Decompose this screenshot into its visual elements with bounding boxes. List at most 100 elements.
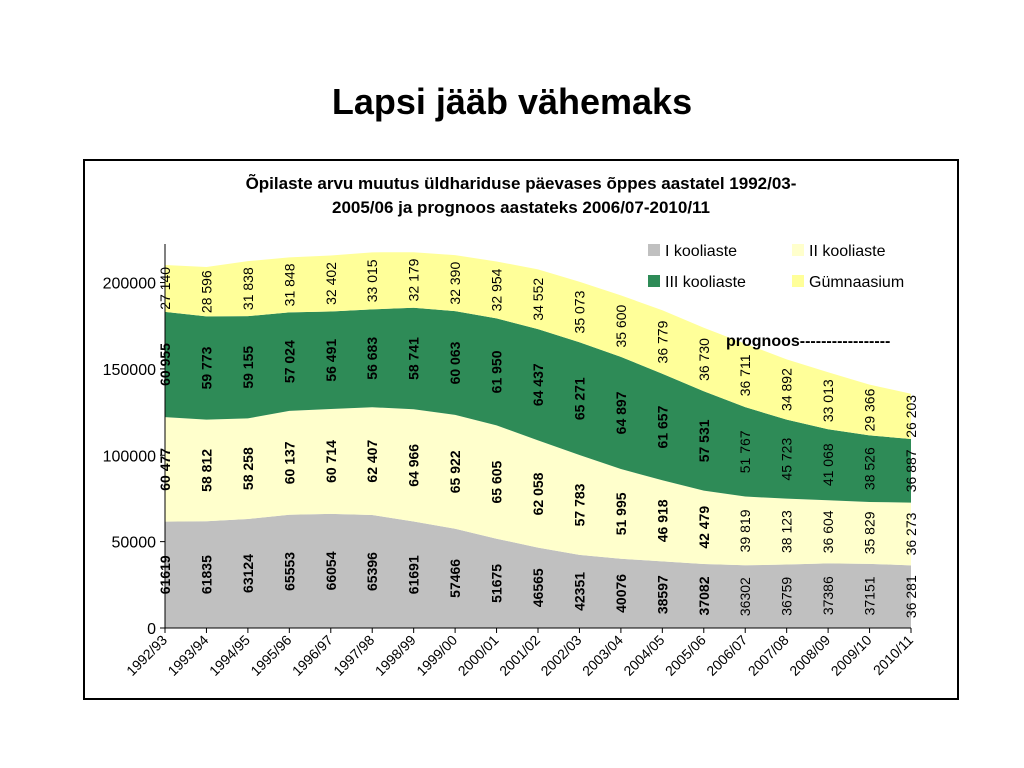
x-tick-label: 2004/05 (620, 632, 667, 679)
x-tick-label: 1993/94 (164, 632, 211, 679)
data-label: 33 015 (364, 259, 380, 302)
data-label: 65396 (364, 552, 380, 591)
data-label: 32 179 (406, 258, 422, 301)
legend-swatch (648, 244, 660, 256)
chart-title-line-1: Õpilaste arvu muutus üldhariduse päevase… (245, 174, 797, 193)
data-label: 51675 (489, 564, 505, 603)
y-tick-label: 200000 (103, 276, 156, 293)
data-label: 60 063 (447, 341, 463, 384)
data-label: 38 123 (779, 510, 795, 553)
legend-label: I kooliaste (665, 243, 737, 260)
data-label: 51 995 (613, 492, 629, 535)
data-label: 58 812 (198, 449, 214, 492)
data-label: 57 783 (571, 483, 587, 526)
chart-title-line-2: 2005/06 ja prognoos aastateks 2006/07-20… (331, 198, 711, 217)
series-areas (165, 252, 911, 628)
data-label: 37386 (820, 576, 836, 615)
data-label: 61619 (157, 555, 173, 594)
legend-swatch (792, 244, 804, 256)
legend: I kooliaste II kooliaste III kooliaste Gümn… (648, 243, 904, 291)
data-label: 59 155 (240, 346, 256, 389)
data-label: 38 526 (862, 447, 878, 490)
legend-swatch (792, 275, 804, 287)
y-tick-label: 150000 (103, 362, 156, 379)
data-label: 29 366 (862, 388, 878, 431)
data-label: 60 477 (157, 448, 173, 491)
legend-label: III kooliaste (665, 274, 746, 291)
data-label: 60 137 (281, 441, 297, 484)
data-label: 51 767 (737, 430, 753, 473)
data-label: 62 058 (530, 472, 546, 515)
legend-label: II kooliaste (809, 243, 886, 260)
stacked-area-chart: 0500001000001500002000001992/931993/9419… (103, 243, 919, 679)
x-tick-label: 2008/09 (786, 632, 833, 679)
data-label: 56 683 (364, 337, 380, 380)
data-label: 36 273 (903, 512, 919, 555)
data-label: 36 779 (654, 320, 670, 363)
data-label: 65 922 (447, 450, 463, 493)
data-label: 62 407 (364, 440, 380, 483)
data-label: 35 829 (862, 511, 878, 554)
data-label: 63124 (240, 554, 256, 593)
data-label: 60 714 (323, 440, 339, 483)
data-label: 64 966 (406, 444, 422, 487)
y-tick-label: 100000 (103, 448, 156, 465)
y-tick-label: 0 (147, 621, 156, 638)
data-label: 40076 (613, 574, 629, 613)
area-1 (165, 513, 911, 628)
data-label: 31 848 (281, 263, 297, 306)
data-label: 65 605 (489, 460, 505, 503)
data-label: 33 013 (820, 379, 836, 422)
legend-label: Gümnaasium (809, 274, 904, 291)
x-tick-label: 1995/96 (247, 632, 294, 679)
data-labels: 61619 61835 63124 65553 66054 65396 61691 57466… (157, 258, 919, 618)
data-label: 58 258 (240, 447, 256, 490)
data-label: 46 918 (654, 499, 670, 542)
data-label: 32 402 (323, 262, 339, 305)
data-label: 64 897 (613, 391, 629, 434)
x-tick-label: 1994/95 (206, 632, 253, 679)
data-label: 61 950 (489, 350, 505, 393)
data-label: 36 887 (903, 449, 919, 492)
x-tick-label: 2007/08 (745, 632, 792, 679)
prognoos-annotation: prognoos----------------- (726, 333, 890, 350)
data-label: 57466 (447, 559, 463, 598)
area-4 (165, 252, 911, 439)
x-tick-label: 2002/03 (537, 632, 584, 679)
data-label: 60 955 (157, 343, 173, 386)
area-2 (165, 407, 911, 566)
data-label: 57 531 (696, 419, 712, 462)
data-label: 65 271 (571, 377, 587, 420)
data-label: 35 600 (613, 305, 629, 348)
x-tick-label: 1999/00 (413, 632, 460, 679)
data-label: 58 741 (406, 337, 422, 380)
data-label: 35 073 (571, 290, 587, 333)
data-label: 32 390 (447, 262, 463, 305)
data-label: 56 491 (323, 339, 339, 382)
data-label: 34 552 (530, 278, 546, 321)
data-label: 31 838 (240, 267, 256, 310)
x-tick-label: 1996/97 (289, 632, 336, 679)
data-label: 61691 (406, 555, 422, 594)
data-label: 57 024 (281, 340, 297, 383)
x-tick-label: 2006/07 (703, 632, 750, 679)
data-label: 42351 (571, 572, 587, 611)
data-label: 36 730 (696, 338, 712, 381)
x-tick-label: 2003/04 (579, 632, 626, 679)
data-label: 38597 (654, 575, 670, 614)
x-tick-label: 1997/98 (330, 632, 377, 679)
data-label: 32 954 (489, 268, 505, 311)
data-label: 28 596 (198, 270, 214, 313)
data-label: 46565 (530, 568, 546, 607)
data-label: 34 892 (779, 368, 795, 411)
x-tick-label: 2000/01 (455, 632, 502, 679)
data-label: 61835 (198, 555, 214, 594)
data-label: 36 711 (737, 354, 753, 396)
chart-frame: Õpilaste arvu muutus üldhariduse päevase… (83, 159, 959, 700)
data-label: 36 604 (820, 510, 836, 553)
area-3 (165, 307, 911, 503)
data-label: 59 773 (198, 346, 214, 389)
data-label: 36 281 (903, 575, 919, 618)
x-tick-label: 2010/11 (870, 632, 917, 679)
data-label: 26 203 (903, 395, 919, 438)
